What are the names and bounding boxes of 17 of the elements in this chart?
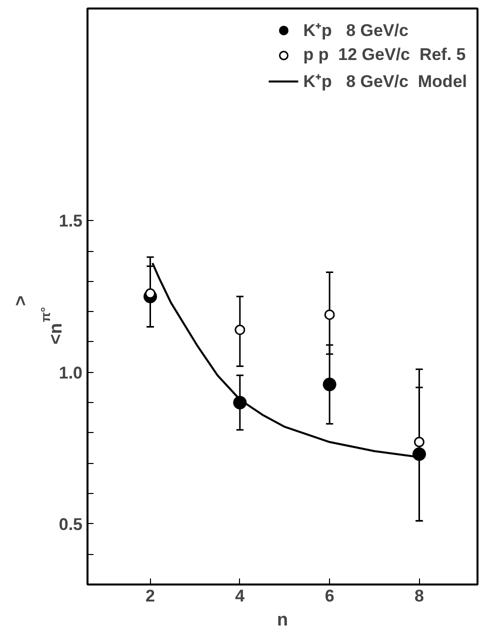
y-axis-title: <nπ°> bbox=[10, 296, 66, 344]
y-tick-label: 1.0 bbox=[58, 363, 83, 382]
point bbox=[322, 378, 336, 392]
x-axis-title: n bbox=[277, 610, 288, 630]
legend-label: K⁺p 8 GeV/c Model bbox=[303, 71, 467, 92]
point bbox=[145, 288, 156, 299]
point bbox=[414, 436, 424, 448]
x-tick-label: 4 bbox=[235, 586, 246, 606]
x-tick-label: 8 bbox=[414, 586, 424, 606]
legend-label: K⁺p 8 GeV/c bbox=[303, 20, 408, 41]
x-tick-label: 6 bbox=[324, 586, 334, 606]
y-tick-label: 0.5 bbox=[58, 514, 83, 534]
point bbox=[324, 309, 335, 320]
point bbox=[234, 324, 246, 336]
legend-label: p p 12 GeV/c Ref. 5 bbox=[303, 45, 466, 65]
x-tick-label: 2 bbox=[146, 586, 155, 606]
y-tick-label: 1.5 bbox=[58, 212, 83, 231]
